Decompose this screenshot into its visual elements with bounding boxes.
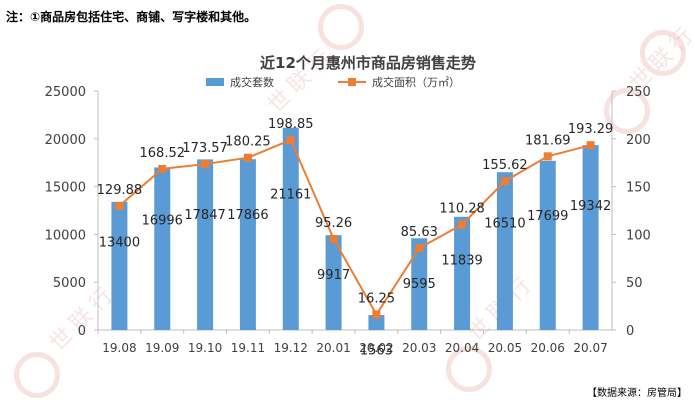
line-marker	[458, 220, 467, 229]
line-data-label: 95.26	[315, 216, 352, 231]
watermark-logo	[14, 352, 60, 398]
y-tick-label-right: 100	[626, 228, 651, 243]
y-tick-label-right: 150	[626, 181, 651, 196]
legend-marker-line	[348, 78, 356, 86]
bar-data-label: 17847	[184, 208, 225, 223]
y-tick-label-left: 20000	[45, 133, 86, 148]
bar	[197, 159, 214, 330]
y-tick-label-left: 15000	[45, 181, 86, 196]
legend-label-bars: 成交套数	[230, 75, 274, 89]
x-tick-label: 20.04	[445, 341, 479, 355]
bar	[368, 315, 385, 330]
line-marker	[243, 153, 252, 162]
y-tick-label-left: 5000	[53, 276, 86, 291]
bar	[411, 238, 428, 330]
watermark-logo	[640, 30, 686, 76]
bar-data-label: 16510	[484, 216, 525, 231]
bar	[111, 201, 128, 330]
bar	[239, 159, 256, 330]
bar	[496, 172, 513, 330]
bar-data-label: 9595	[403, 277, 436, 292]
chart-title: 近12个月惠州市商品房销售走势	[260, 54, 476, 72]
x-tick-label: 20.05	[488, 341, 522, 355]
watermark-logo	[318, 4, 364, 50]
legend-swatch-bars	[206, 78, 224, 86]
line-data-label: 129.88	[97, 183, 143, 198]
y-tick-label-right: 0	[626, 324, 634, 339]
y-tick-label-right: 250	[626, 85, 651, 100]
x-tick-label: 20.03	[402, 341, 436, 355]
bar-data-label: 9917	[317, 268, 350, 283]
series-line	[118, 138, 591, 317]
bar-data-label: 19342	[570, 199, 611, 214]
x-tick-label: 19.10	[188, 341, 222, 355]
line-data-label: 198.85	[268, 117, 314, 132]
y-tick-label-left: 25000	[45, 85, 86, 100]
line-marker	[586, 141, 595, 150]
line-data-label: 85.63	[401, 225, 438, 240]
legend-label-line: 成交面积（万㎡）	[372, 75, 460, 89]
bar-data-label: 16996	[142, 213, 183, 228]
line-marker	[201, 160, 210, 169]
line-data-label: 181.69	[525, 133, 571, 148]
line-data-label: 110.28	[439, 202, 485, 217]
line-marker	[158, 164, 167, 173]
bar-data-label: 17866	[227, 208, 268, 223]
bar-data-label: 21161	[270, 188, 311, 203]
watermark-logo	[604, 88, 650, 134]
bar	[154, 167, 171, 330]
bar	[539, 160, 556, 330]
x-tick-label: 20.02	[359, 341, 393, 355]
y-tick-label-left: 10000	[45, 228, 86, 243]
line-marker	[500, 177, 509, 186]
footnote: 注：①商品房包括住宅、商铺、写字楼和其他。	[6, 10, 257, 24]
line-marker	[543, 152, 552, 161]
bar-data-label: 17699	[527, 209, 568, 224]
x-tick-label: 19.09	[145, 341, 179, 355]
x-tick-label: 19.11	[231, 341, 265, 355]
line-data-label: 180.25	[225, 135, 271, 150]
data-source: 【数据来源：房管局】	[587, 388, 687, 399]
bar	[454, 216, 471, 330]
bar	[282, 127, 299, 331]
x-tick-label: 19.08	[102, 341, 136, 355]
x-tick-label: 19.12	[274, 341, 308, 355]
bar	[325, 235, 342, 330]
line-data-label: 193.29	[568, 122, 614, 137]
line-data-label: 173.57	[182, 141, 228, 156]
line-marker	[329, 234, 338, 243]
line-marker	[415, 244, 424, 253]
y-tick-label-left: 0	[78, 324, 86, 339]
y-tick-label-right: 50	[626, 276, 643, 291]
x-tick-label: 20.06	[531, 341, 565, 355]
watermark-logo	[446, 346, 492, 392]
x-tick-label: 20.01	[316, 341, 350, 355]
x-tick-label: 20.07	[573, 341, 607, 355]
bar-data-label: 11839	[441, 254, 482, 269]
line-marker	[115, 201, 124, 210]
y-tick-label-right: 200	[626, 133, 651, 148]
bar	[582, 145, 599, 330]
bar-data-label: 1563	[360, 343, 393, 358]
line-data-label: 155.62	[482, 158, 528, 173]
line-data-label: 168.52	[140, 146, 186, 161]
line-marker	[286, 135, 295, 144]
line-data-label: 16.25	[358, 291, 395, 306]
bar-data-label: 13400	[99, 236, 140, 251]
line-marker	[372, 310, 381, 319]
